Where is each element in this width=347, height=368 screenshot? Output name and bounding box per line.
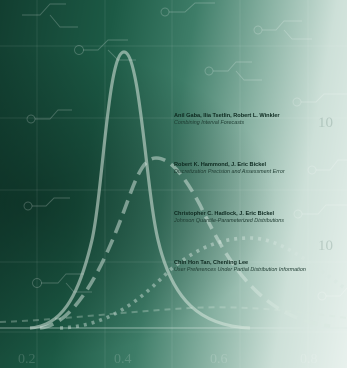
article-title: Johnson Quantile-Parameterized Distribut…: [174, 218, 284, 224]
article-entry: Robert K. Hammond, J. Eric Bickel Discre…: [174, 162, 285, 176]
flat-density-curve: [0, 306, 347, 323]
dotted-density-curve: [59, 236, 347, 330]
article-title: Combining Interval Forecasts: [174, 120, 245, 126]
article-entry: Anil Gaba, Ilia Tsetlin, Robert L. Winkl…: [174, 113, 280, 127]
watermark-number: 10: [318, 238, 333, 254]
article-entry: Christopher C. Hadlock, J. Eric Bickel J…: [174, 211, 284, 225]
article-authors: Anil Gaba, Ilia Tsetlin, Robert L. Winkl…: [174, 113, 280, 119]
article-authors: Robert K. Hammond, J. Eric Bickel: [174, 162, 267, 168]
article-authors: Chin Hon Tan, Chenling Lee: [174, 260, 249, 266]
dashed-density-curve: [39, 156, 331, 330]
article-title: Discretization Precision and Assessment …: [174, 169, 285, 175]
axis-tick-label: 0.4: [114, 352, 132, 367]
article-title: User Preferences Under Partial Distribut…: [174, 267, 306, 273]
watermark-number: 10: [318, 115, 333, 131]
decision-tree-motif: [22, 2, 347, 301]
axis-tick-label: 0.2: [18, 352, 36, 367]
axis-tick-label: 0.8: [300, 352, 318, 367]
article-entry: Chin Hon Tan, Chenling Lee User Preferen…: [174, 260, 306, 274]
solid-density-curve: [29, 50, 251, 330]
article-authors: Christopher C. Hadlock, J. Eric Bickel: [174, 211, 275, 217]
axis-tick-label: 0.6: [210, 352, 228, 367]
